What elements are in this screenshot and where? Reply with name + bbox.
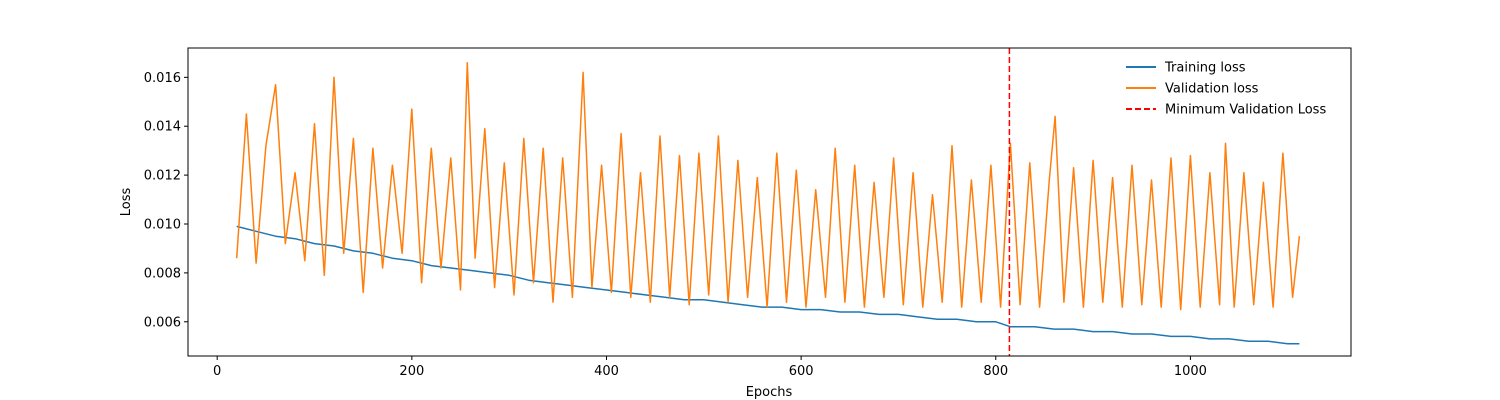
plot-area	[188, 48, 1351, 356]
legend: Training loss Validation loss Minimum Vali…	[1126, 61, 1326, 118]
y-tick-label: 0.010	[144, 218, 181, 233]
series-line-1	[236, 225, 1300, 345]
y-tick-label: 0.014	[144, 120, 181, 135]
x-tick-label: 200	[399, 364, 424, 379]
x-axis-ticks: 0 200 400 600 800 1000	[213, 356, 1207, 379]
x-tick-label: 800	[983, 364, 1008, 379]
y-tick-label: 0.006	[144, 315, 181, 330]
x-tick-label: 400	[594, 364, 619, 379]
legend-label-1: Training loss	[1164, 61, 1246, 76]
x-tick-label: 0	[213, 364, 221, 379]
y-tick-label: 0.016	[144, 71, 181, 86]
y-axis-label: Loss	[119, 188, 134, 217]
y-tick-label: 0.008	[144, 266, 181, 281]
x-axis-label: Epochs	[746, 385, 793, 400]
legend-label-2: Validation loss	[1165, 82, 1259, 97]
plot-frame	[187, 47, 1352, 357]
y-tick-label: 0.012	[144, 169, 181, 184]
series-layer	[235, 61, 1301, 345]
x-tick-label: 600	[789, 364, 814, 379]
series-line-2	[235, 61, 1301, 311]
y-axis-ticks: 0.006 0.008 0.010 0.012 0.014 0.016	[144, 71, 188, 330]
legend-label-3: Minimum Validation Loss	[1165, 103, 1326, 118]
x-tick-label: 1000	[1174, 364, 1207, 379]
